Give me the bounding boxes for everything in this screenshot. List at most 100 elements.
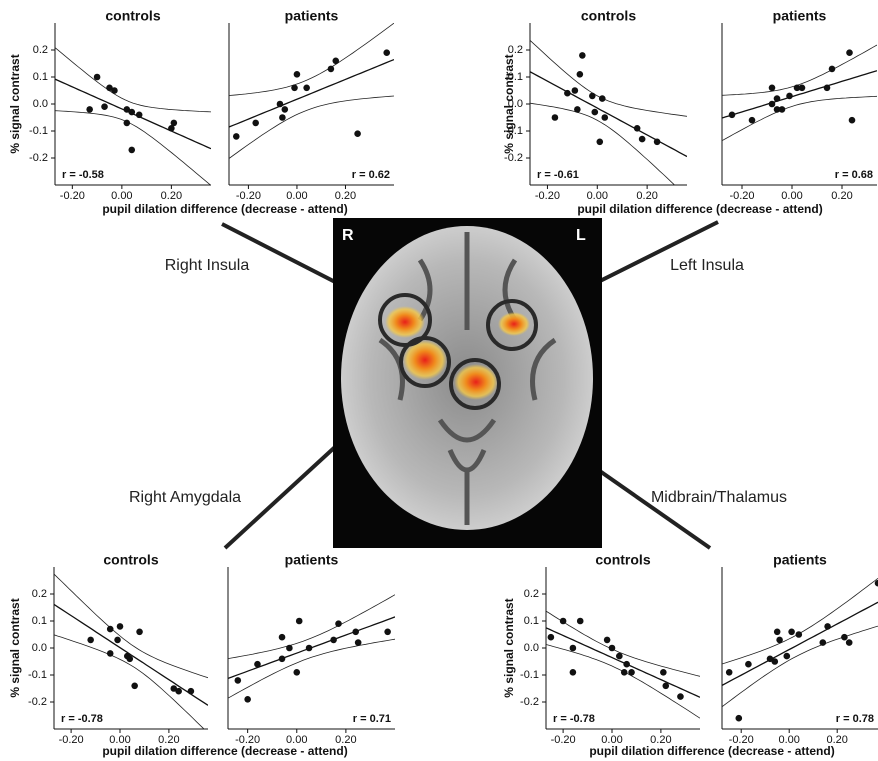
x-tick-label: 0.20 [335,190,356,202]
fit-group [530,40,687,185]
y-axis-label: % signal contrast [8,54,22,153]
y-tick-label: -0.1 [504,125,523,137]
data-point [793,84,801,92]
data-point [244,696,251,703]
data-point [281,106,289,113]
y-axis-label: % signal contrast [502,54,516,153]
data-point [384,628,391,636]
panel-title: controls [595,552,650,568]
data-point [608,644,616,652]
data-point [327,65,335,73]
roi-circle [486,299,538,351]
confidence-band [229,23,394,96]
x-tick-label: -0.20 [60,190,85,202]
data-point [332,57,340,65]
confidence-band [530,40,687,117]
panel: patients -0.20 0.00 0.20 r = 0.78 [721,552,878,746]
correlation-label: r = 0.68 [835,169,873,181]
panel-title: controls [581,8,636,24]
activation [498,312,530,336]
data-point [547,633,555,641]
confidence-band [228,594,395,659]
data-point [768,100,776,108]
data-point [564,89,571,97]
data-point [786,92,793,100]
data-point [628,669,635,676]
data-point [795,631,803,638]
confidence-band [55,47,211,113]
x-tick-label: 0.00 [781,190,802,202]
data-point [874,579,878,587]
data-point [93,73,101,81]
data-point [848,116,856,124]
y-tick-label: -0.2 [520,696,539,708]
region-label: Right Insula [165,257,250,274]
data-point [293,669,301,676]
x-tick-label: 0.00 [109,734,130,746]
panel-title: controls [103,552,158,568]
panel: patients -0.20 0.00 0.20 r = 0.68 [721,8,877,202]
y-tick-label: 0.2 [524,588,539,600]
y-tick-label: -0.2 [504,152,523,164]
correlation-label: r = -0.78 [553,713,595,725]
data-point [234,677,242,684]
y-tick-label: 0.1 [32,615,47,627]
x-axis-label: pupil dilation difference (decrease - at… [102,202,347,216]
data-point [633,125,641,132]
correlation-label: r = -0.61 [537,169,579,181]
roi-circle [449,358,501,410]
data-point [766,655,774,663]
data-point [846,49,853,56]
data-point [252,119,259,127]
x-tick-label: 0.20 [335,734,356,746]
data-point [551,114,559,121]
x-axis-label: pupil dilation difference (decrease - at… [102,744,347,758]
data-point [128,146,136,154]
data-point [170,119,178,127]
data-point [175,687,182,695]
confidence-band [54,573,208,679]
y-tick-label: 0.0 [524,642,539,654]
y-tick-label: 0.2 [508,44,523,56]
data-point [819,639,827,646]
y-tick-label: -0.1 [28,669,47,681]
confidence-band [530,102,676,185]
y-tick-label: 0.0 [508,98,523,110]
y-tick-label: 0.0 [32,642,47,654]
data-point [123,119,131,127]
data-point [569,669,577,676]
roi-circle [399,336,451,388]
data-point [589,92,596,100]
data-point [101,103,108,110]
data-point [660,669,667,676]
data-point [254,660,261,668]
y-tick-label: 0.1 [33,71,48,83]
y-tick-label: -0.2 [29,152,48,164]
data-point [735,714,743,722]
data-point [783,652,791,660]
data-point [87,636,94,644]
fit-line [530,71,687,158]
data-point [603,636,611,644]
data-point [601,114,609,121]
data-point [168,125,175,132]
x-tick-label: 0.00 [601,734,622,746]
data-point [768,84,776,92]
activation [454,364,498,400]
data-point [773,95,781,102]
data-point [116,623,124,630]
data-point [616,652,623,660]
x-tick-label: -0.20 [729,190,754,202]
data-point [106,625,114,633]
data-point [623,660,630,668]
region-label: Right Amygdala [129,489,241,506]
x-tick-label: 0.20 [831,190,852,202]
data-point [279,114,286,121]
y-tick-label: 0.2 [33,44,48,56]
data-point [748,116,756,124]
y-tick-label: 0.0 [33,98,48,110]
data-point [111,87,118,94]
panel: controls -0.20 0.00 0.20 -0.2 -0.1 0.0 0.1 0.2 r … [504,8,687,202]
panel: patients -0.20 0.00 0.20 r = 0.62 [228,8,394,202]
panel-title: patients [285,8,339,24]
